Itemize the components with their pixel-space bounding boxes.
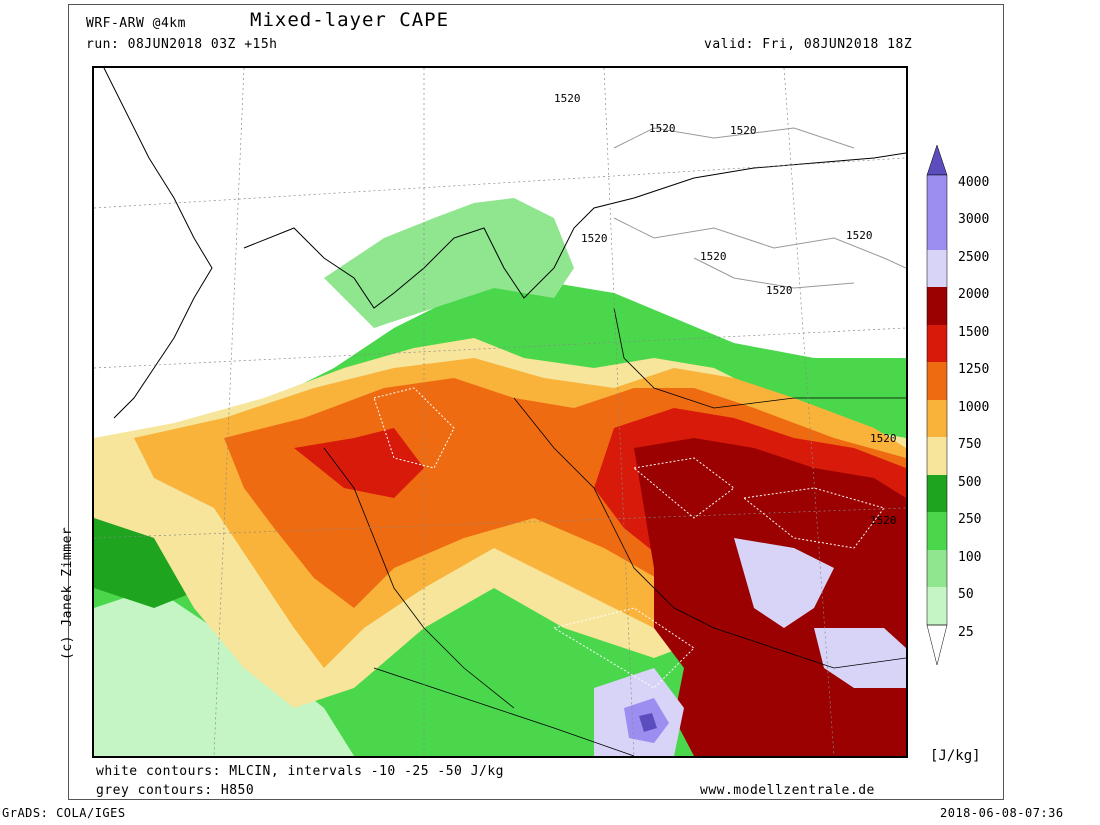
coastline bbox=[103, 68, 906, 419]
legend-swatch-750 bbox=[927, 437, 947, 475]
legend-label-1250: 1250 bbox=[958, 362, 990, 377]
cape-band-100 bbox=[324, 198, 574, 328]
h850-label: 1520 bbox=[870, 514, 897, 527]
cape-band-2500 bbox=[594, 538, 906, 756]
timestamp: 2018-06-08-07:36 bbox=[940, 806, 1064, 820]
color-legend: 4000 3000 2500 2000 1500 1250 1000 750 5… bbox=[922, 144, 1042, 675]
legend-swatch-1500 bbox=[927, 325, 947, 362]
legend-swatch-50 bbox=[927, 587, 947, 625]
legend-label-500: 500 bbox=[958, 475, 982, 490]
model-label: WRF-ARW @4km bbox=[86, 16, 186, 31]
h850-label: 1520 bbox=[649, 122, 676, 135]
h850-label: 1520 bbox=[870, 432, 897, 445]
legend-swatch-100 bbox=[927, 550, 947, 587]
legend-swatch-1000 bbox=[927, 400, 947, 437]
legend-label-1000: 1000 bbox=[958, 400, 990, 415]
author-credit: (c) Janek Zimmer bbox=[60, 526, 75, 660]
run-label: run: 08JUN2018 03Z +15h bbox=[86, 37, 278, 52]
legend-label-25: 25 bbox=[958, 625, 974, 640]
legend-label-1500: 1500 bbox=[958, 325, 990, 340]
legend-label-2500: 2500 bbox=[958, 250, 990, 265]
h850-label: 1520 bbox=[581, 232, 608, 245]
legend-swatch-3000 bbox=[927, 212, 947, 250]
h850-label: 1520 bbox=[846, 229, 873, 242]
legend-unit: [J/kg] bbox=[930, 748, 981, 764]
legend-label-100: 100 bbox=[958, 550, 982, 565]
cape-map: 1520 1520 1520 1520 1520 1520 1520 1520 … bbox=[92, 66, 908, 758]
legend-arrow-bottom bbox=[926, 624, 948, 666]
legend-label-50: 50 bbox=[958, 587, 974, 602]
legend-swatch-2000 bbox=[927, 287, 947, 325]
h850-label: 1520 bbox=[700, 250, 727, 263]
cape-field: 1520 1520 1520 1520 1520 1520 1520 1520 … bbox=[94, 68, 906, 756]
legend-label-250: 250 bbox=[958, 512, 982, 527]
legend-swatch-4000 bbox=[927, 175, 947, 212]
legend-swatch-250 bbox=[927, 512, 947, 550]
graticule bbox=[94, 68, 906, 756]
h850-contour bbox=[613, 127, 906, 289]
h850-label: 1520 bbox=[554, 92, 581, 105]
legend-label-4000: 4000 bbox=[958, 175, 990, 190]
legend-label-3000: 3000 bbox=[958, 212, 990, 227]
website-link[interactable]: www.modellzentrale.de bbox=[700, 783, 875, 798]
mlcin-note: white contours: MLCIN, intervals -10 -25… bbox=[96, 764, 505, 779]
cape-band-50 bbox=[94, 588, 354, 756]
legend-colorbar bbox=[926, 144, 948, 666]
no-cape-north bbox=[94, 68, 906, 408]
valid-time-label: valid: Fri, 08JUN2018 18Z bbox=[704, 37, 913, 52]
country-borders bbox=[323, 307, 906, 756]
h850-label: 1520 bbox=[730, 124, 757, 137]
legend-swatch-500 bbox=[927, 475, 947, 512]
legend-swatch-2500 bbox=[927, 250, 947, 287]
legend-swatch-1250 bbox=[927, 362, 947, 400]
legend-label-2000: 2000 bbox=[958, 287, 990, 302]
cape-band-4000 bbox=[639, 713, 657, 732]
map-title: Mixed-layer CAPE bbox=[250, 9, 450, 31]
legend-label-750: 750 bbox=[958, 437, 982, 452]
software-credit: GrADS: COLA/IGES bbox=[2, 806, 126, 820]
mlcin-contours bbox=[373, 387, 885, 689]
plot-frame bbox=[68, 4, 1004, 800]
h850-note: grey contours: H850 bbox=[96, 783, 255, 798]
legend-arrow-top bbox=[926, 144, 948, 176]
h850-label: 1520 bbox=[766, 284, 793, 297]
